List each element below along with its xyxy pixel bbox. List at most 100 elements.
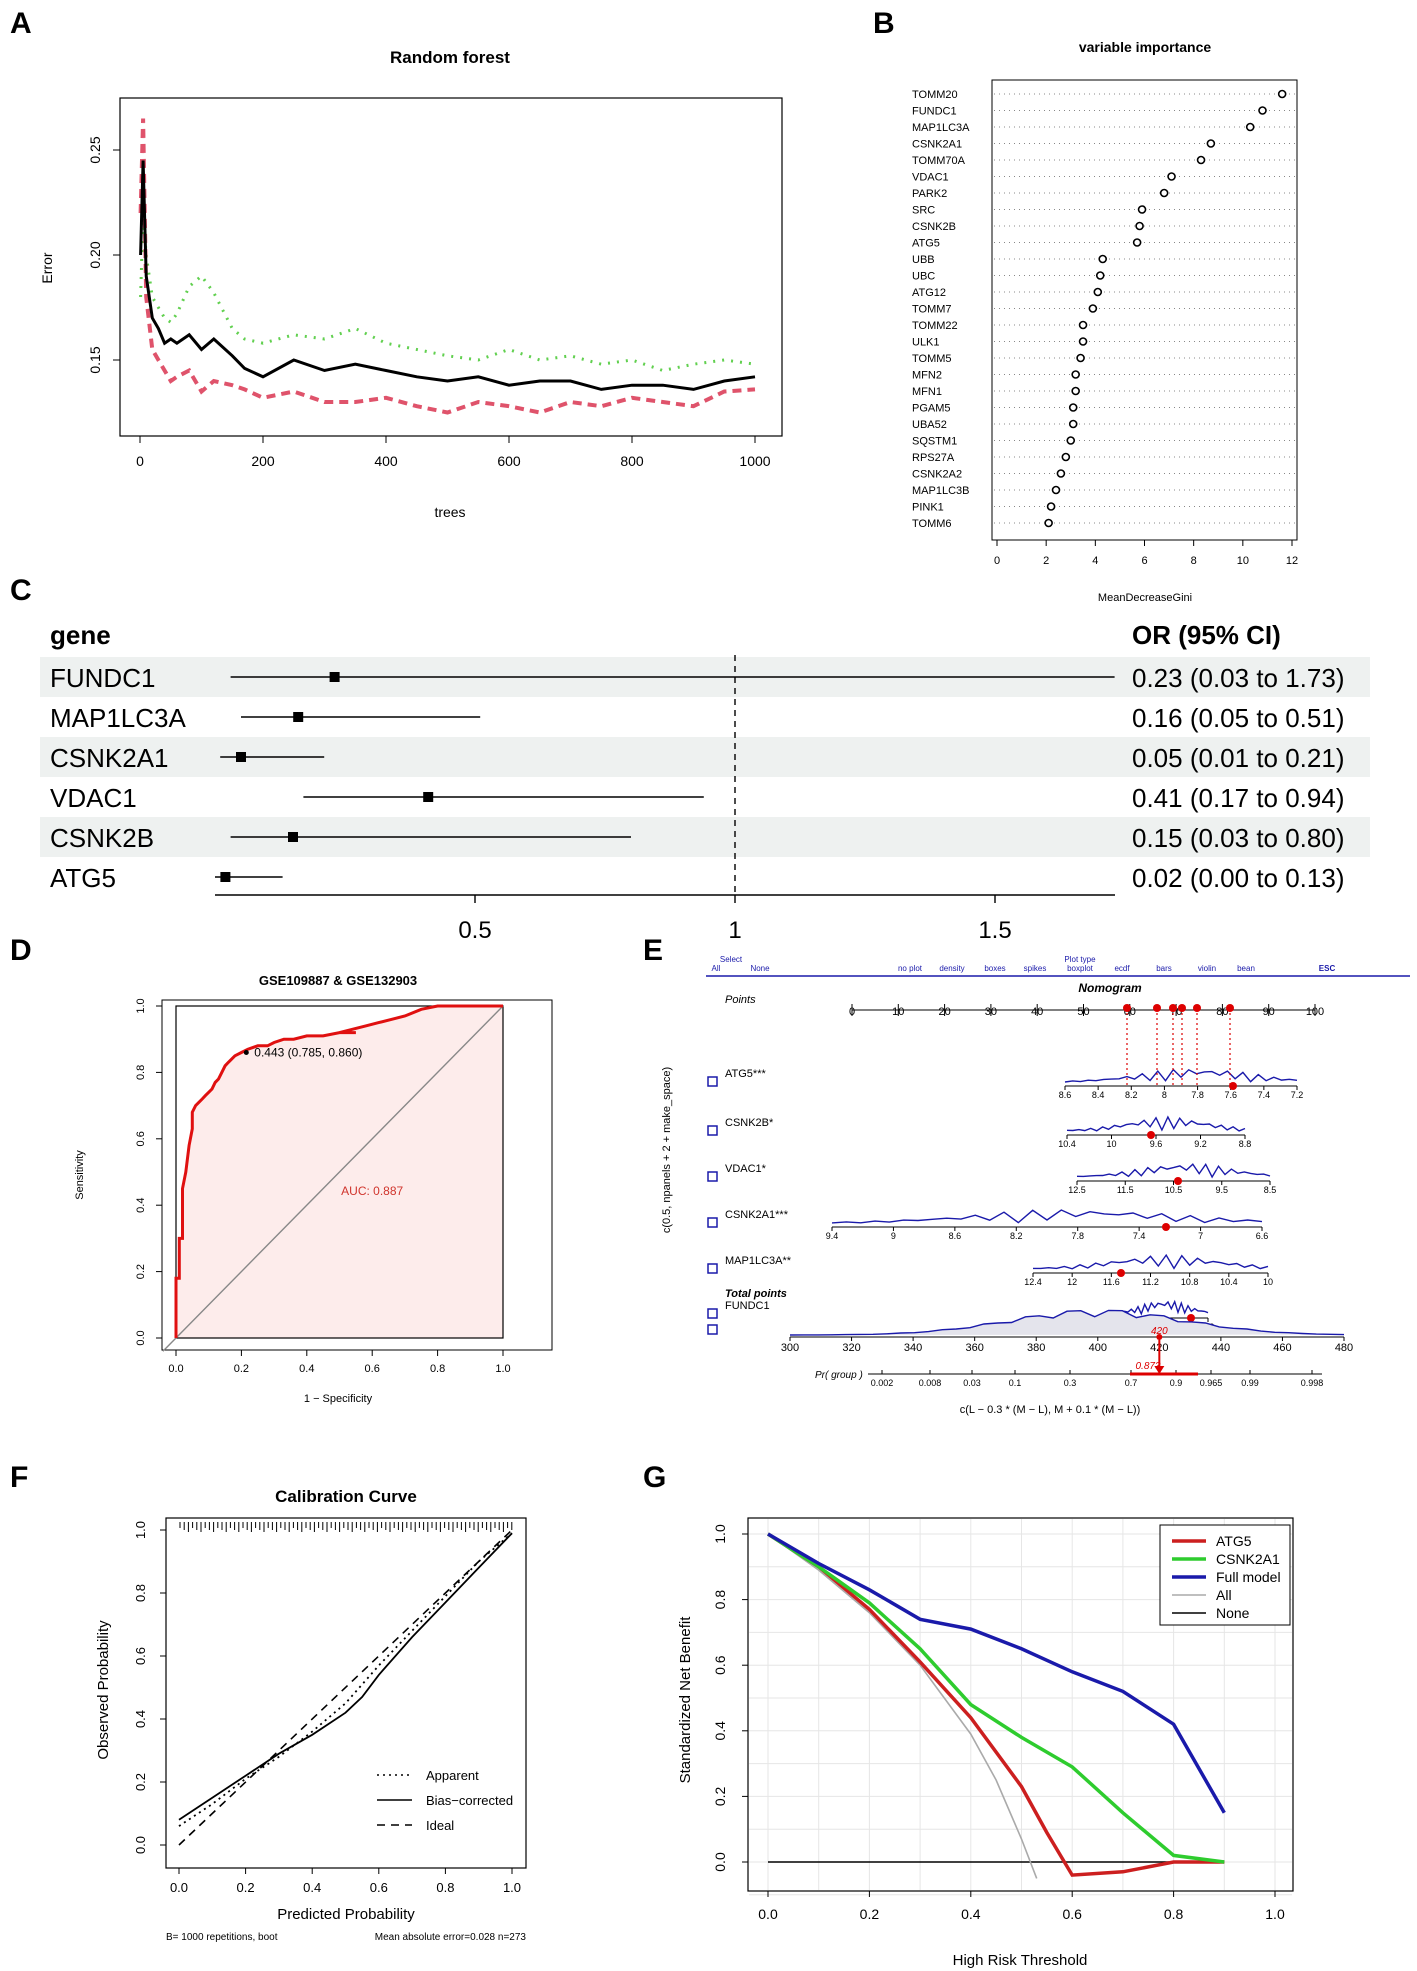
nomo-points-marker — [1123, 1004, 1131, 1012]
rf-ytick-label: 0.15 — [87, 346, 103, 373]
vi-point — [1093, 287, 1103, 297]
forest-gene-label: VDAC1 — [50, 783, 137, 813]
nomo-variable-checkbox — [707, 1308, 718, 1319]
nomo-points-tick-label: 40 — [1031, 1006, 1043, 1018]
dca-xtick-label: 0.0 — [758, 1906, 778, 1922]
dca-series-csnk2a1 — [767, 1532, 1225, 1864]
vi-point — [1088, 304, 1098, 313]
nomo-value-marker — [1162, 1223, 1170, 1231]
nomo-total-label: Total points — [725, 1288, 787, 1300]
cal-legend-label: Ideal — [426, 1818, 454, 1833]
vi-point — [1167, 172, 1176, 181]
forest-gene-header: gene — [50, 620, 111, 650]
nomo-total-density — [789, 1309, 1345, 1336]
nomo-variable-tick-label: 12.5 — [1068, 1185, 1086, 1195]
vi-xtick-label: 0 — [994, 555, 1000, 567]
nomo-pr-tick-label: 0.7 — [1125, 1378, 1138, 1388]
nomo-menu-item: boxplot — [1067, 964, 1094, 973]
nomo-points-label: Points — [725, 994, 756, 1006]
nomo-menu-item: density — [939, 964, 964, 973]
dca-ytick-label: 0.4 — [712, 1721, 728, 1741]
vi-point — [1137, 205, 1147, 214]
nomo-variable-tick-label: 7.4 — [1258, 1090, 1271, 1100]
roc-xtick-label: 1.0 — [495, 1363, 510, 1375]
vi-xtick-label: 4 — [1092, 555, 1098, 567]
nomo-variable-tick-label: 7 — [1198, 1231, 1203, 1241]
cal-xtick-label: 0.6 — [370, 1880, 388, 1895]
nomo-density-curve — [1076, 1162, 1271, 1179]
dca-series-full-model — [767, 1532, 1226, 1814]
vi-gene-label: RPS27A — [912, 452, 955, 464]
nomo-variable-tick-label: 10.4 — [1058, 1139, 1076, 1149]
rf-xlabel: trees — [434, 504, 465, 520]
roc-plot-frame — [161, 999, 553, 1351]
nomo-variable-label: CSNK2B* — [725, 1117, 774, 1129]
panel-label-d: D — [10, 934, 32, 967]
nomo-points-tick-label: 50 — [1077, 1006, 1089, 1018]
nomo-points-tick-label: 30 — [985, 1006, 997, 1018]
cal-plot-frame — [165, 1517, 527, 1869]
panel-label-g: G — [643, 1461, 666, 1494]
nomo-pr-tick-label: 0.008 — [919, 1378, 942, 1388]
roc-xtick-label: 0.6 — [365, 1363, 380, 1375]
forest-or-text: 0.41 (0.17 to 0.94) — [1132, 783, 1344, 813]
vi-gene-label: MAP1LC3B — [912, 485, 969, 497]
vi-gene-label: TOMM22 — [912, 320, 958, 332]
roc-ytick-label: 1.0 — [135, 998, 147, 1013]
nomo-variable-tick-label: 10 — [1106, 1139, 1116, 1149]
vi-point — [1068, 419, 1078, 429]
forest-or-text: 0.23 (0.03 to 1.73) — [1132, 663, 1344, 693]
panel-label-f: F — [10, 1461, 28, 1494]
vi-gene-label: FUNDC1 — [912, 106, 957, 118]
nomo-total-tick-label: 300 — [781, 1342, 799, 1354]
nomo-points-tick-label: 90 — [1263, 1006, 1275, 1018]
nomo-density-curve — [1064, 1068, 1298, 1083]
vi-point — [1061, 452, 1071, 462]
nomo-variable-tick-label: 9 — [891, 1231, 896, 1241]
roc-xtick-label: 0.4 — [299, 1363, 314, 1375]
nomo-value-marker — [1229, 1082, 1237, 1090]
dca-xtick-label: 0.6 — [1062, 1906, 1082, 1922]
rf-ylabel: Error — [39, 252, 55, 283]
vi-point — [1078, 337, 1088, 346]
roc-auc-label: AUC: 0.887 — [341, 1184, 403, 1198]
roc-curve — [174, 1004, 503, 1338]
cal-xtick-label: 0.0 — [170, 1880, 188, 1895]
nomo-pr-label: Pr( group ) — [815, 1370, 863, 1381]
cal-ytick-label: 0.6 — [133, 1647, 148, 1665]
vi-gene-label: ATG5 — [912, 238, 940, 250]
vi-point — [1078, 320, 1088, 330]
cal-xlabel: Predicted Probability — [277, 1906, 415, 1923]
vi-gene-label: TOMM7 — [912, 304, 952, 316]
nomo-density-curve — [1066, 1115, 1246, 1132]
nomo-variable-tick-label: 10 — [1263, 1277, 1273, 1287]
dca-ytick-label: 0.8 — [712, 1590, 728, 1610]
nomo-pr-tick-label: 0.1 — [1009, 1378, 1022, 1388]
cal-legend-label: Apparent — [426, 1768, 479, 1783]
vi-gene-label: SRC — [912, 205, 935, 217]
vi-plot-frame — [991, 79, 1298, 541]
vi-gene-label: PGAM5 — [912, 403, 951, 415]
nomo-variable-label: CSNK2A1*** — [725, 1209, 789, 1221]
cal-xtick-label: 0.8 — [436, 1880, 454, 1895]
nomo-variable-checkbox — [707, 1125, 718, 1136]
forest-gene-label: CSNK2B — [50, 823, 154, 853]
vi-title: variable importance — [1079, 39, 1211, 55]
nomo-pr-tick-label: 0.3 — [1064, 1378, 1077, 1388]
vi-gene-label: MFN1 — [912, 386, 942, 398]
vi-gene-label: TOMM20 — [912, 89, 958, 101]
forest-or-text: 0.05 (0.01 to 0.21) — [1132, 743, 1344, 773]
nomo-menu-item: bars — [1156, 964, 1172, 973]
nomo-menu-item: spikes — [1024, 964, 1047, 973]
vi-gene-label: MAP1LC3A — [912, 122, 970, 134]
vi-point — [1056, 469, 1066, 478]
nomo-menu-item: Select — [720, 955, 743, 964]
vi-gene-label: VDAC1 — [912, 172, 949, 184]
nomo-menu-item: None — [750, 964, 770, 973]
panel-label-a: A — [10, 7, 32, 40]
cal-series-line — [178, 1529, 513, 1846]
dca-series-all — [767, 1533, 1038, 1879]
nomo-pr-tick-label: 0.965 — [1200, 1378, 1223, 1388]
